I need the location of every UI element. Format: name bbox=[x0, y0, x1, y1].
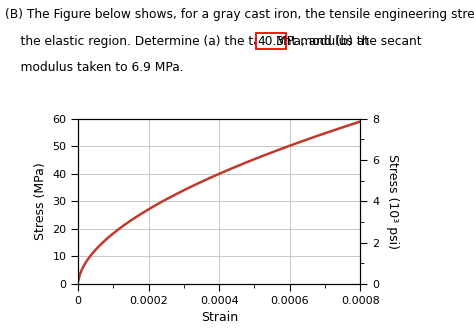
Text: (B) The Figure below shows, for a gray cast iron, the tensile engineering stress: (B) The Figure below shows, for a gray c… bbox=[5, 8, 474, 21]
Y-axis label: Stress (10³ psi): Stress (10³ psi) bbox=[386, 154, 399, 249]
Text: modulus taken to 6.9 MPa.: modulus taken to 6.9 MPa. bbox=[5, 61, 183, 74]
X-axis label: Strain: Strain bbox=[201, 311, 238, 324]
Text: the elastic region. Determine (a) the tangent modulus at: the elastic region. Determine (a) the ta… bbox=[5, 35, 369, 48]
Text: MPa, and (b) the secant: MPa, and (b) the secant bbox=[276, 35, 421, 48]
Text: 40.3: 40.3 bbox=[257, 35, 284, 48]
Y-axis label: Stress (MPa): Stress (MPa) bbox=[34, 162, 47, 240]
